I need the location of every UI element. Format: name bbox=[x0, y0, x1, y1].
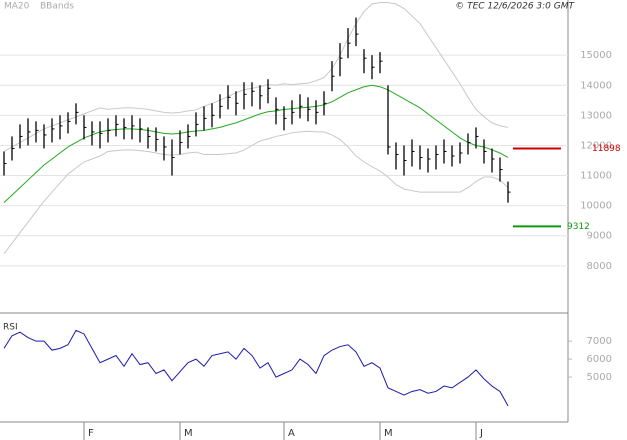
y-tick-label: 9000 bbox=[587, 231, 612, 242]
y-tick-label: 8000 bbox=[587, 261, 612, 272]
rsi-title: RSI bbox=[3, 323, 18, 333]
y-tick-label: 6000 bbox=[587, 354, 612, 365]
x-tick-label: F bbox=[88, 428, 94, 439]
bband-upper bbox=[3, 1, 509, 152]
x-tick-label: M bbox=[184, 428, 193, 439]
price-level-label: 11898 bbox=[592, 144, 621, 154]
y-tick-label: 12000 bbox=[580, 140, 612, 151]
price-level-label: 9312 bbox=[567, 222, 590, 232]
y-tick-label: 11000 bbox=[580, 171, 612, 182]
rsi-line bbox=[3, 329, 509, 407]
y-tick-label: 10000 bbox=[580, 201, 612, 212]
credit: © TEC 12/6/2026 3:0 GMT bbox=[455, 2, 575, 12]
y-tick-label: 14000 bbox=[580, 80, 612, 91]
x-tick-label: J bbox=[479, 428, 483, 439]
y-tick-label: 15000 bbox=[580, 50, 612, 61]
x-tick-label: M bbox=[384, 428, 393, 439]
y-tick-label: 5000 bbox=[587, 372, 612, 383]
x-tick-label: A bbox=[288, 428, 295, 439]
legend-ma20: MA20 bbox=[4, 2, 30, 12]
y-tick-label: 7000 bbox=[587, 336, 612, 347]
y-tick-label: 13000 bbox=[580, 110, 612, 121]
bband-lower bbox=[3, 130, 509, 255]
ma20-line bbox=[3, 84, 509, 204]
legend-bbands: BBands bbox=[40, 2, 74, 12]
